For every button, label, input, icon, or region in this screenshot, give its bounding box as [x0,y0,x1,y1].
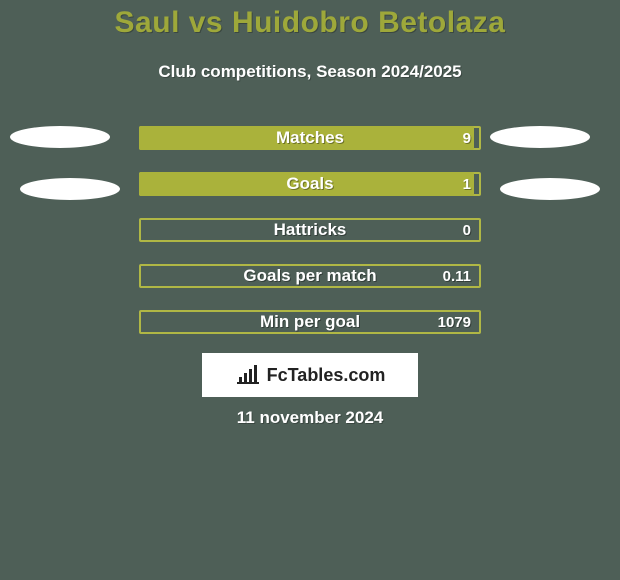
player-right-shadow-1 [490,126,590,148]
stat-row: Min per goal1079 [139,310,481,334]
player-left-shadow-2 [20,178,120,200]
page-subtitle: Club competitions, Season 2024/2025 [0,62,620,82]
stat-label: Min per goal [139,310,481,334]
stat-value: 1 [463,172,471,196]
stat-value: 0.11 [443,264,471,288]
comparison-canvas: Saul vs Huidobro Betolaza Club competiti… [0,0,620,580]
stat-value: 0 [463,218,471,242]
stat-row: Goals1 [139,172,481,196]
stat-row: Matches9 [139,126,481,150]
stat-row: Goals per match0.11 [139,264,481,288]
player-right-shadow-2 [500,178,600,200]
stat-label: Matches [139,126,481,150]
date-text: 11 november 2024 [0,408,620,428]
stat-label: Goals [139,172,481,196]
page-title: Saul vs Huidobro Betolaza [0,6,620,40]
bar-chart-icon [235,365,261,385]
stat-value: 1079 [438,310,471,334]
stat-label: Hattricks [139,218,481,242]
brand-badge: FcTables.com [202,353,418,397]
stat-row: Hattricks0 [139,218,481,242]
player-left-shadow-1 [10,126,110,148]
stat-value: 9 [463,126,471,150]
brand-text: FcTables.com [267,365,386,386]
stat-label: Goals per match [139,264,481,288]
